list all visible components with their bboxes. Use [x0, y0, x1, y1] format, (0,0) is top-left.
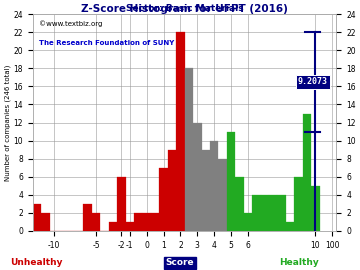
- Bar: [294, 177, 303, 231]
- Bar: [33, 204, 41, 231]
- Bar: [143, 213, 151, 231]
- Bar: [278, 195, 286, 231]
- Text: 9.2073: 9.2073: [298, 77, 328, 86]
- Bar: [227, 131, 235, 231]
- Bar: [151, 213, 159, 231]
- Text: ©www.textbiz.org: ©www.textbiz.org: [39, 21, 102, 27]
- Bar: [219, 159, 227, 231]
- Bar: [41, 213, 50, 231]
- Bar: [168, 150, 176, 231]
- Bar: [210, 141, 219, 231]
- Text: Unhealthy: Unhealthy: [10, 258, 62, 267]
- Title: Z-Score Histogram for UFPT (2016): Z-Score Histogram for UFPT (2016): [81, 4, 288, 14]
- Bar: [244, 213, 252, 231]
- Text: Healthy: Healthy: [279, 258, 319, 267]
- Bar: [311, 186, 320, 231]
- Bar: [261, 195, 269, 231]
- Text: Sector: Basic Materials: Sector: Basic Materials: [126, 4, 243, 13]
- Bar: [109, 222, 117, 231]
- Bar: [92, 213, 100, 231]
- Bar: [193, 123, 202, 231]
- Text: Score: Score: [166, 258, 194, 267]
- Bar: [126, 222, 134, 231]
- Bar: [252, 195, 261, 231]
- Bar: [303, 113, 311, 231]
- Bar: [235, 177, 244, 231]
- Bar: [159, 168, 168, 231]
- Bar: [84, 204, 92, 231]
- Text: The Research Foundation of SUNY: The Research Foundation of SUNY: [39, 40, 174, 46]
- Bar: [185, 68, 193, 231]
- Bar: [286, 222, 294, 231]
- Bar: [134, 213, 143, 231]
- Bar: [269, 195, 278, 231]
- Bar: [202, 150, 210, 231]
- Y-axis label: Number of companies (246 total): Number of companies (246 total): [4, 64, 11, 181]
- Bar: [176, 32, 185, 231]
- Bar: [117, 177, 126, 231]
